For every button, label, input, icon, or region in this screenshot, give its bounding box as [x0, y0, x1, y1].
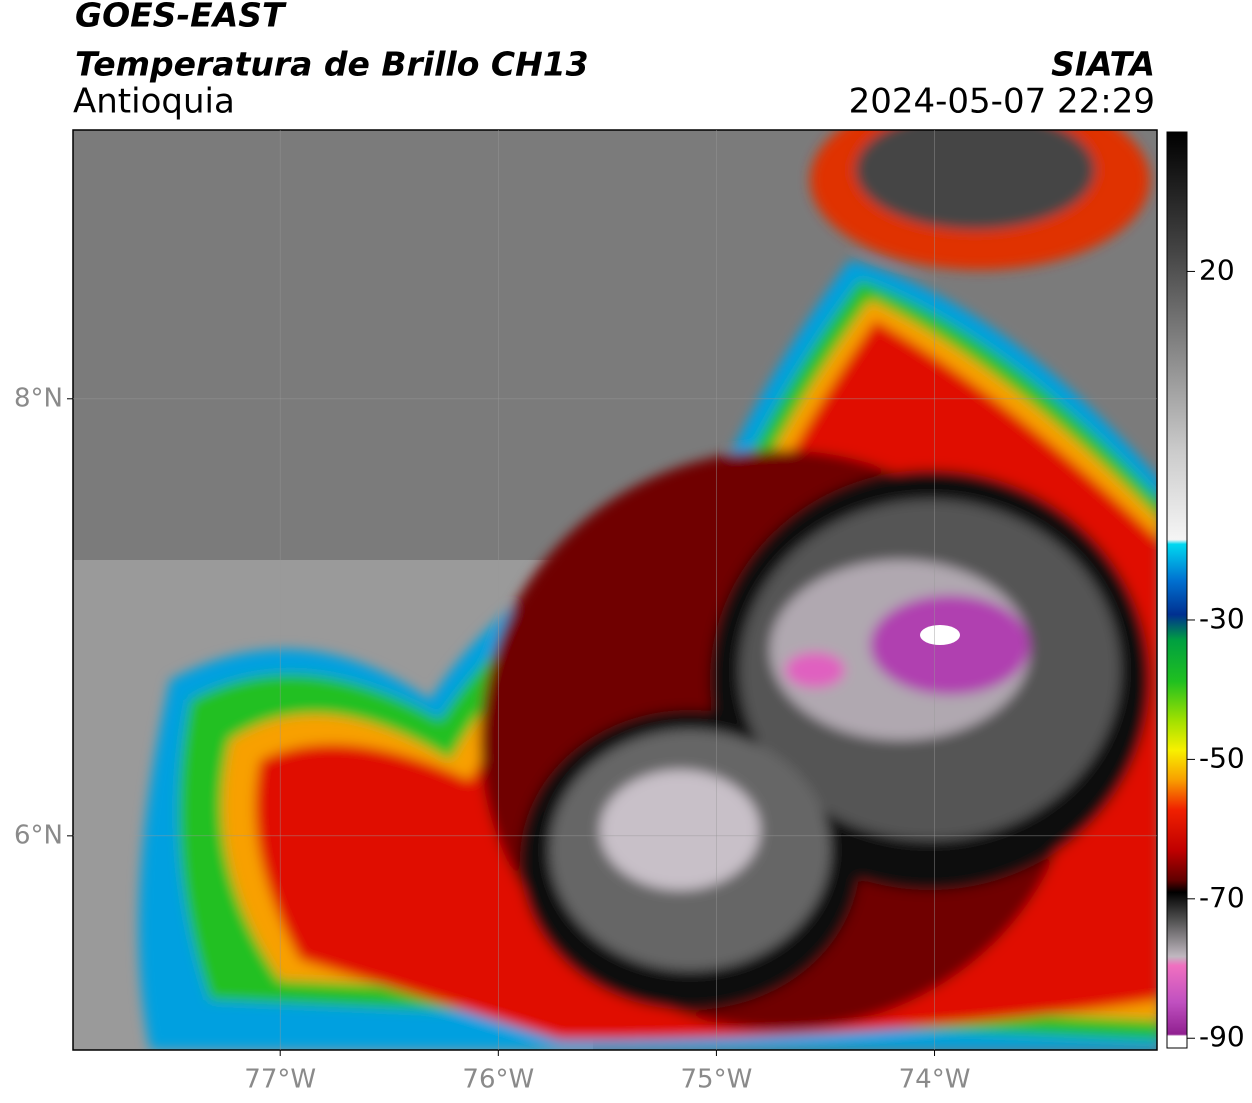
colorbar-tick-label: -90: [1199, 1020, 1245, 1053]
region: Antioquia: [73, 82, 235, 122]
colorbar-tick-label: -70: [1199, 881, 1245, 914]
map-frame: [72, 129, 1158, 1051]
x-tick-label: 74°W: [899, 1065, 971, 1095]
colorbar-tick-label: -30: [1199, 602, 1245, 635]
title: GOES-EAST: [75, 0, 287, 35]
x-tick-label: 77°W: [244, 1065, 316, 1095]
colorbar: [1166, 131, 1188, 1049]
x-tick-label: 76°W: [462, 1065, 534, 1095]
subtitle: Temperatura de Brillo CH13: [75, 45, 589, 84]
datetime: 2024-05-07 22:29: [849, 82, 1155, 122]
satellite-image: [73, 130, 1157, 1050]
source: SIATA: [1051, 45, 1155, 84]
colorbar-tick-label: -50: [1199, 741, 1245, 774]
colorbar-tick-label: 20: [1199, 253, 1235, 286]
y-tick-label: 6°N: [14, 820, 63, 850]
y-tick-label: 8°N: [14, 383, 63, 413]
x-tick-label: 75°W: [681, 1065, 753, 1095]
